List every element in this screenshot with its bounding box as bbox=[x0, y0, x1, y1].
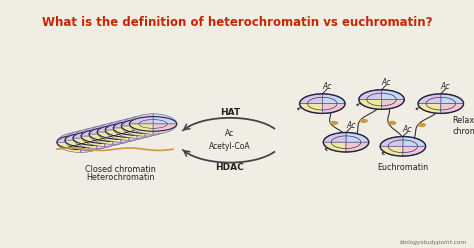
Wedge shape bbox=[65, 140, 89, 150]
Wedge shape bbox=[105, 136, 128, 146]
Text: biologystudypoint.com: biologystudypoint.com bbox=[400, 240, 467, 246]
Text: Ac
Acetyl-CoA: Ac Acetyl-CoA bbox=[209, 129, 251, 151]
Wedge shape bbox=[121, 126, 145, 136]
Wedge shape bbox=[73, 128, 97, 138]
Circle shape bbox=[389, 122, 395, 124]
Wedge shape bbox=[418, 94, 441, 104]
Wedge shape bbox=[57, 132, 81, 142]
Wedge shape bbox=[382, 99, 404, 109]
Wedge shape bbox=[403, 137, 426, 146]
Wedge shape bbox=[359, 99, 382, 109]
Text: Ac: Ac bbox=[382, 78, 391, 87]
Wedge shape bbox=[129, 130, 153, 140]
Wedge shape bbox=[113, 128, 137, 138]
Wedge shape bbox=[323, 142, 346, 152]
Text: Ac: Ac bbox=[346, 121, 356, 130]
Wedge shape bbox=[300, 94, 322, 104]
Wedge shape bbox=[145, 116, 169, 126]
Wedge shape bbox=[97, 128, 120, 138]
Wedge shape bbox=[81, 132, 104, 142]
Wedge shape bbox=[323, 132, 346, 142]
Wedge shape bbox=[129, 124, 153, 134]
Wedge shape bbox=[113, 124, 137, 134]
Wedge shape bbox=[322, 94, 345, 104]
Wedge shape bbox=[65, 130, 89, 140]
Text: HAT: HAT bbox=[220, 108, 240, 117]
Text: Ac: Ac bbox=[441, 82, 450, 92]
Wedge shape bbox=[380, 137, 403, 146]
Wedge shape bbox=[97, 132, 121, 142]
Wedge shape bbox=[105, 126, 128, 136]
Wedge shape bbox=[89, 124, 113, 134]
Wedge shape bbox=[97, 138, 120, 148]
Wedge shape bbox=[359, 90, 382, 99]
Wedge shape bbox=[81, 126, 105, 136]
Wedge shape bbox=[121, 122, 145, 132]
Text: Ac: Ac bbox=[322, 82, 332, 92]
Wedge shape bbox=[322, 104, 345, 113]
Circle shape bbox=[331, 122, 337, 124]
Wedge shape bbox=[153, 114, 177, 124]
Circle shape bbox=[419, 124, 425, 126]
Wedge shape bbox=[418, 104, 441, 113]
Wedge shape bbox=[121, 116, 145, 126]
Text: Ac: Ac bbox=[403, 125, 412, 134]
Wedge shape bbox=[57, 142, 81, 153]
Wedge shape bbox=[300, 104, 322, 113]
Circle shape bbox=[361, 120, 367, 122]
Wedge shape bbox=[380, 146, 403, 156]
Wedge shape bbox=[105, 120, 129, 130]
Wedge shape bbox=[81, 136, 105, 146]
Wedge shape bbox=[89, 134, 113, 144]
Wedge shape bbox=[89, 140, 112, 150]
Wedge shape bbox=[89, 130, 112, 140]
Wedge shape bbox=[441, 104, 464, 113]
Wedge shape bbox=[403, 146, 426, 156]
Wedge shape bbox=[105, 130, 129, 140]
Text: HDAC: HDAC bbox=[216, 163, 244, 172]
Text: Closed chromatin: Closed chromatin bbox=[85, 165, 156, 174]
Wedge shape bbox=[346, 142, 369, 152]
Text: Heterochromatin: Heterochromatin bbox=[87, 173, 155, 182]
Wedge shape bbox=[382, 90, 404, 99]
Wedge shape bbox=[113, 118, 137, 128]
Wedge shape bbox=[137, 128, 161, 138]
Wedge shape bbox=[153, 124, 177, 134]
Wedge shape bbox=[113, 134, 137, 144]
Wedge shape bbox=[441, 94, 464, 104]
Wedge shape bbox=[145, 126, 169, 136]
Wedge shape bbox=[137, 118, 161, 128]
Text: What is the definition of heterochromatin vs euchromatin?: What is the definition of heterochromati… bbox=[42, 16, 432, 29]
Wedge shape bbox=[129, 114, 153, 124]
Text: Euchromatin: Euchromatin bbox=[377, 163, 428, 172]
Wedge shape bbox=[346, 132, 369, 142]
Wedge shape bbox=[73, 138, 97, 148]
Wedge shape bbox=[97, 122, 121, 132]
Wedge shape bbox=[81, 142, 104, 153]
Text: Relaxed
chromatin: Relaxed chromatin bbox=[453, 116, 474, 136]
Wedge shape bbox=[129, 120, 153, 130]
Wedge shape bbox=[121, 132, 145, 142]
